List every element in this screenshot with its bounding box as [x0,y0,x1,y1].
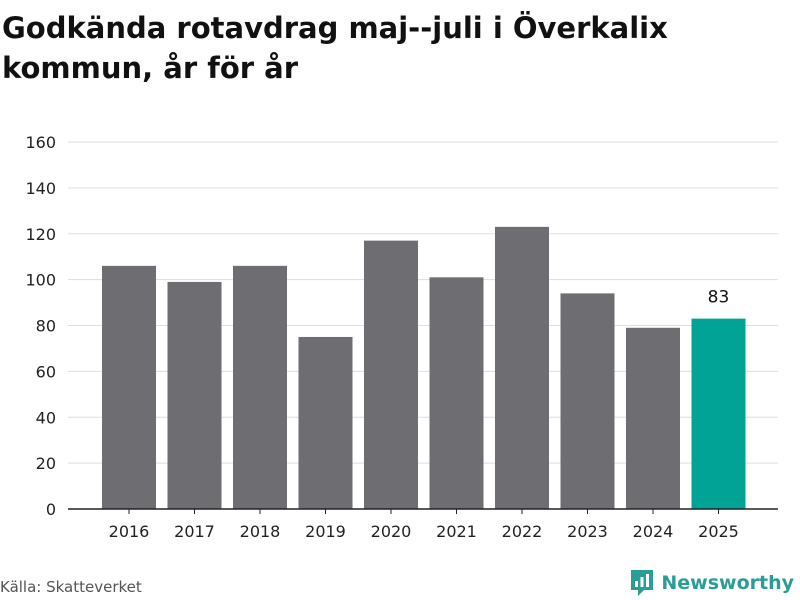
newsworthy-logo-icon [631,570,654,596]
y-tick-label: 60 [36,362,56,381]
x-tick-label: 2017 [174,522,215,541]
gridlines [68,141,778,464]
bars [102,226,746,509]
y-axis-ticks: 0 20 40 60 80 100 120 140 160 [25,133,56,519]
chart-title: Godkända rotavdrag maj--juli i Överkalix… [2,11,668,85]
x-tick-label: 2019 [305,522,346,541]
x-tick-label: 2018 [240,522,281,541]
bar-highlight [691,318,746,509]
y-tick-label: 120 [25,225,56,244]
bar [429,277,484,509]
data-labels: 83 [708,288,730,308]
y-tick-label: 160 [25,133,56,152]
brand-logo: Newsworthy [629,568,794,598]
y-tick-label: 40 [36,408,56,427]
bar [364,240,418,509]
bar [495,226,549,509]
bar [298,336,353,509]
y-tick-label: 0 [46,500,56,519]
y-tick-label: 100 [25,271,56,290]
brand-name: Newsworthy [661,572,794,594]
x-tick-label: 2024 [633,522,674,541]
bar [626,327,680,509]
x-tick-label: 2016 [109,522,150,541]
x-axis-ticks: 2016 2017 2018 2019 2020 2021 2022 2023 2024 2025 [109,509,739,541]
bar [560,293,615,509]
y-tick-label: 20 [36,454,56,473]
y-tick-label: 80 [36,317,56,336]
y-tick-label: 140 [25,179,56,198]
bar [233,265,287,509]
bar [102,265,156,509]
x-tick-label: 2023 [567,522,608,541]
source-note: Källa: Skatteverket [0,578,142,596]
x-tick-label: 2020 [371,522,412,541]
x-tick-label: 2022 [502,522,543,541]
bar [167,281,222,509]
x-tick-label: 2021 [436,522,477,541]
data-label: 83 [708,288,730,308]
x-tick-label: 2025 [698,522,739,541]
